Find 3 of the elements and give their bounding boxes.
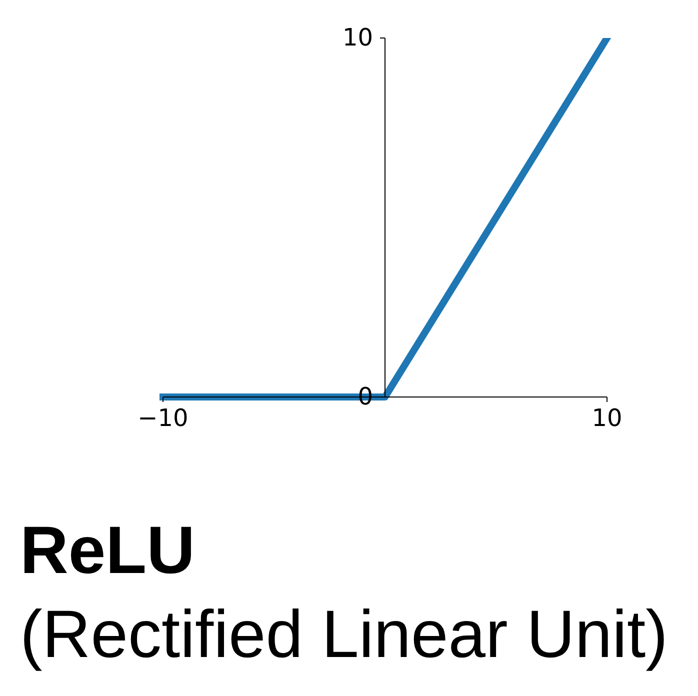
text: (Rectified Linear Unit) [20, 597, 668, 672]
x-tick-label: −10 [138, 404, 188, 432]
text: ReLU [20, 513, 195, 588]
